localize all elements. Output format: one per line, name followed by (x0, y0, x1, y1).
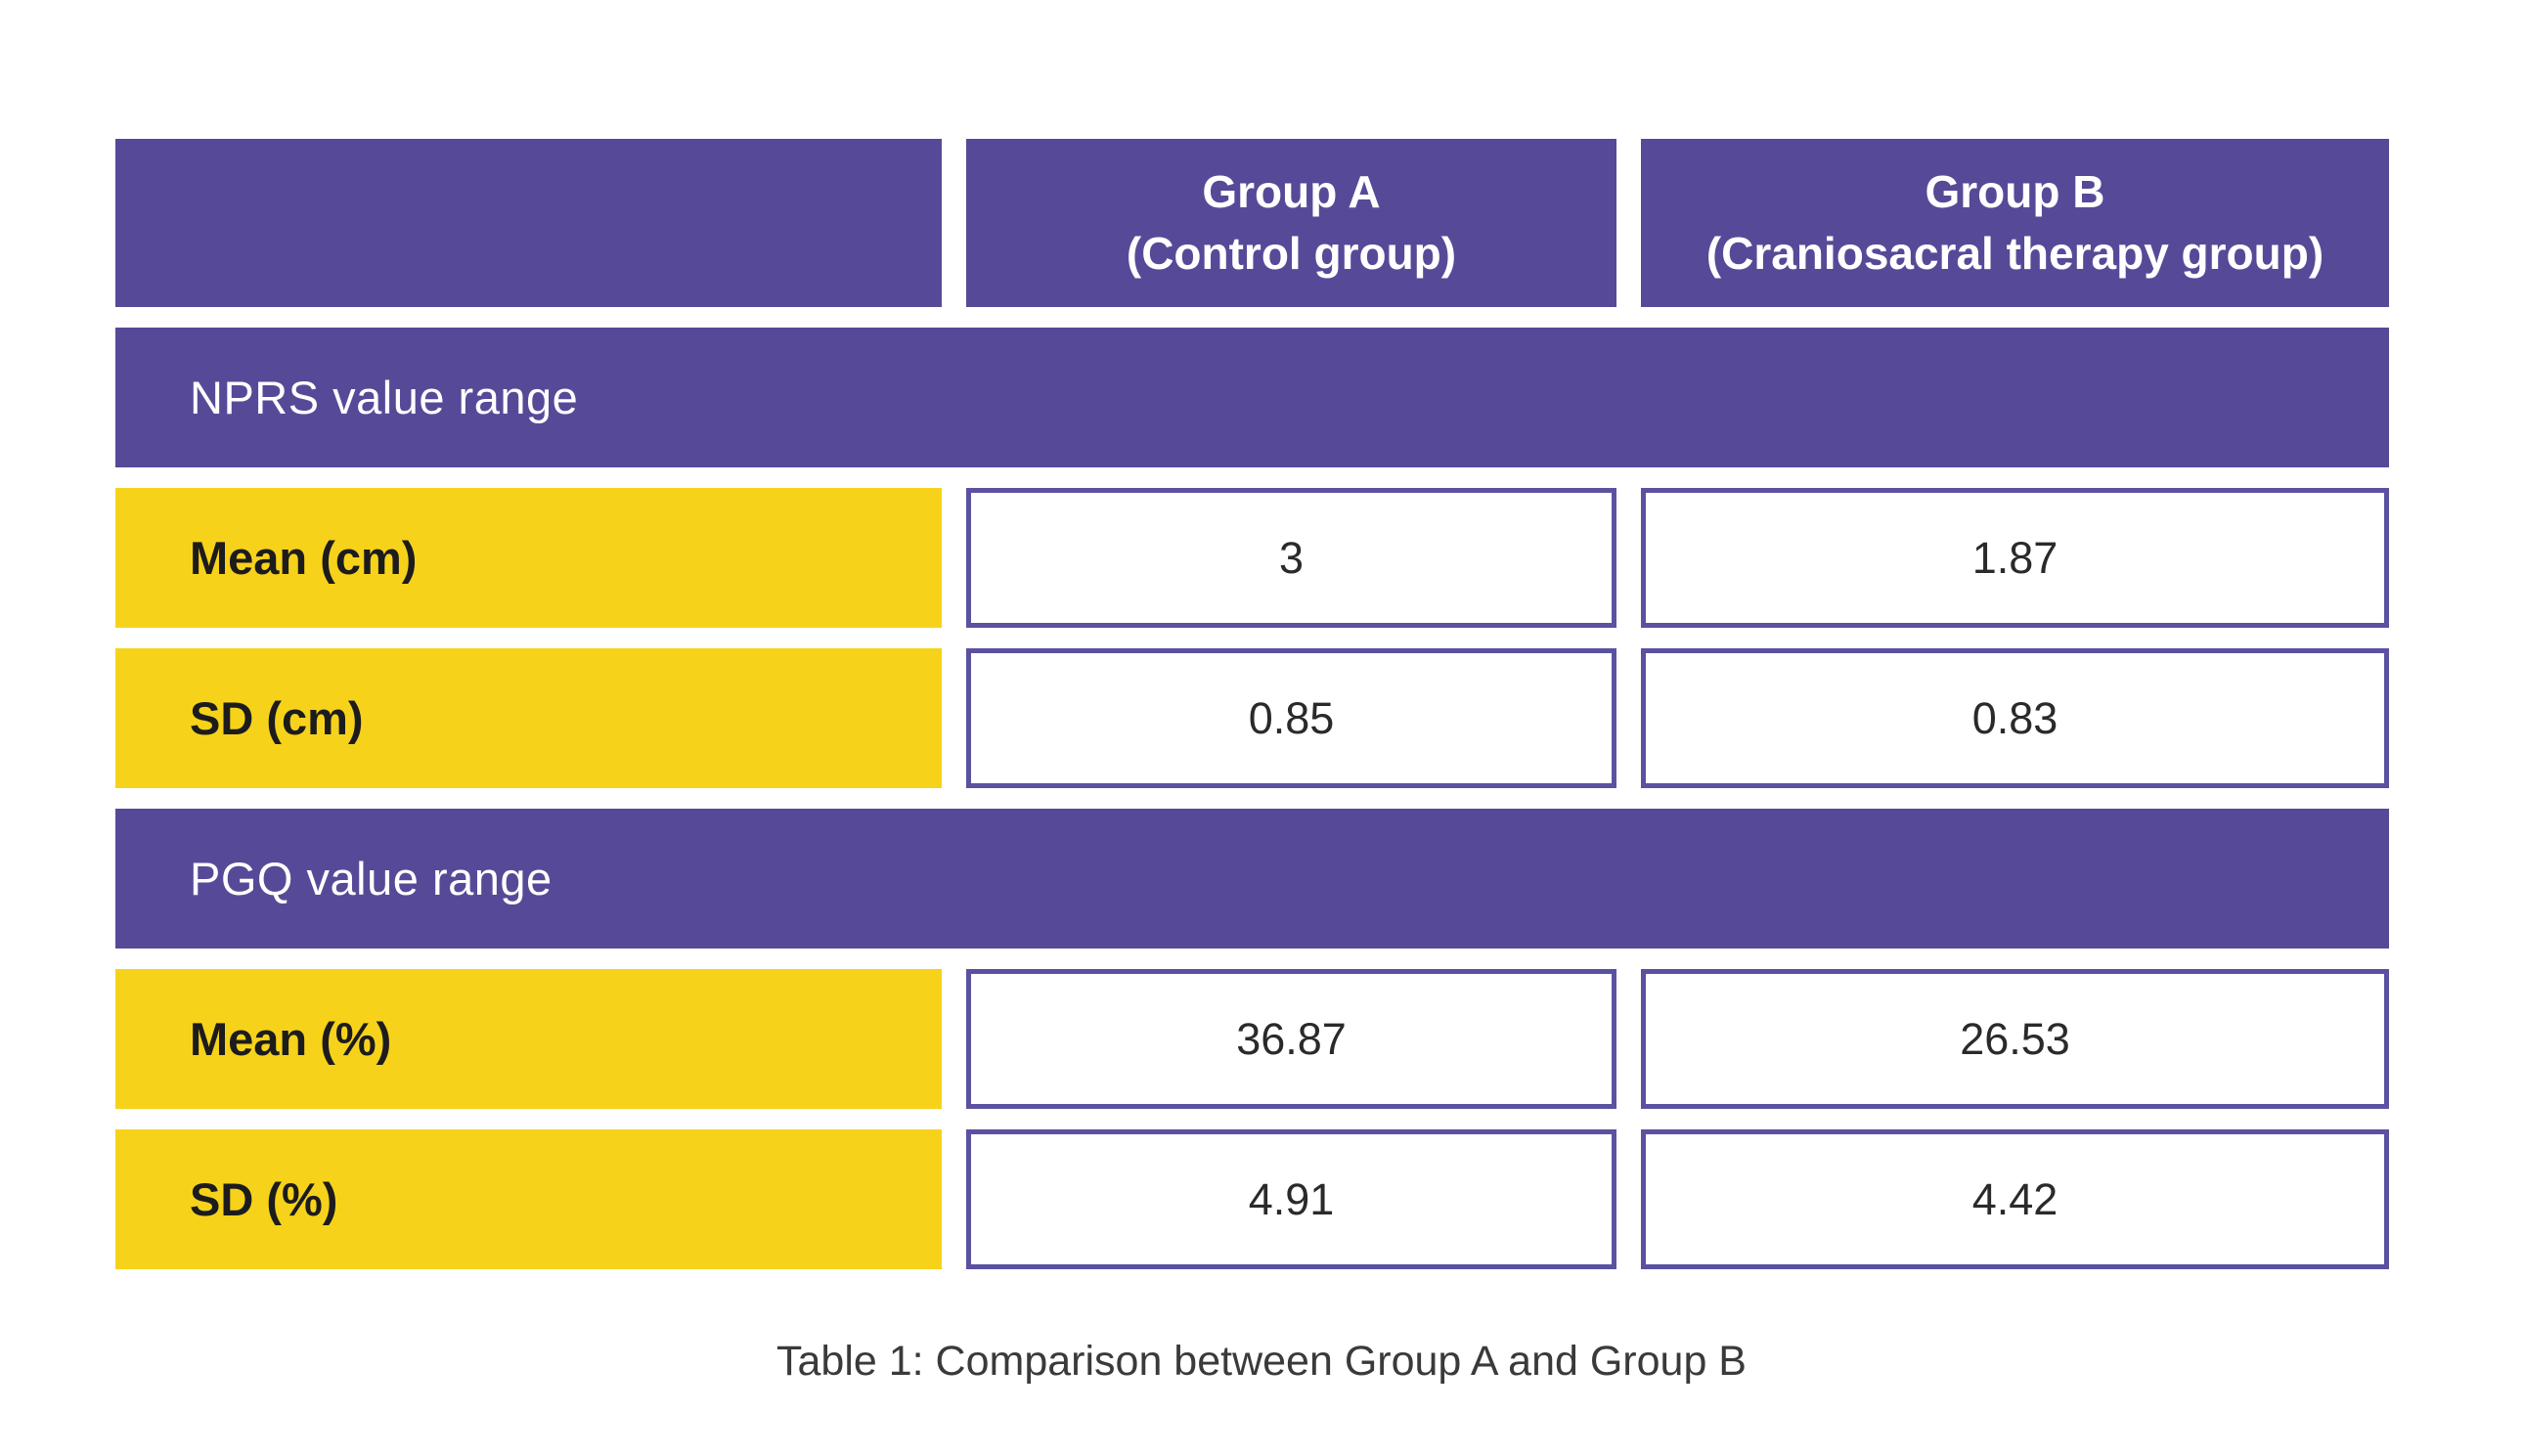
value-text: 36.87 (1236, 1013, 1347, 1064)
row-label-text: SD (cm) (190, 692, 364, 744)
value-text: 3 (1278, 532, 1305, 583)
comparison-table: Group A (Control group) Group B (Cranios… (115, 139, 2389, 1269)
group-a-subtitle: (Control group) (1126, 228, 1457, 279)
section-title: PGQ value range (190, 853, 553, 904)
value-text: 1.87 (1971, 532, 2058, 583)
value-cell-sd-cm-group-a: 0.85 (966, 648, 1616, 788)
value-cell-sd-pct-group-a: 4.91 (966, 1129, 1616, 1269)
value-cell-mean-cm-group-b: 1.87 (1641, 488, 2389, 628)
value-text: 0.85 (1248, 692, 1335, 743)
table-caption: Table 1: Comparison between Group A and … (775, 1338, 1747, 1385)
group-a-title: Group A (1202, 165, 1381, 217)
row-label-text: SD (%) (190, 1173, 338, 1225)
header-cell-group-b: Group B (Craniosacral therapy group) (1641, 139, 2389, 307)
value-text: 4.42 (1971, 1173, 2058, 1224)
value-cell-mean-cm-group-a: 3 (966, 488, 1616, 628)
section-banner-pgq: PGQ value range (115, 809, 2389, 949)
value-cell-mean-pct-group-a: 36.87 (966, 969, 1616, 1109)
header-cell-empty (115, 139, 942, 307)
row-label-text: Mean (cm) (190, 532, 418, 584)
row-label-mean-cm: Mean (cm) (115, 488, 942, 628)
row-label-sd-cm: SD (cm) (115, 648, 942, 788)
value-cell-sd-pct-group-b: 4.42 (1641, 1129, 2389, 1269)
group-b-subtitle: (Craniosacral therapy group) (1705, 228, 2324, 279)
row-label-text: Mean (%) (190, 1013, 392, 1065)
value-text: 0.83 (1971, 692, 2058, 743)
header-cell-group-a: Group A (Control group) (966, 139, 1616, 307)
value-text: 26.53 (1960, 1013, 2070, 1064)
section-title: NPRS value range (190, 372, 579, 423)
row-label-sd-pct: SD (%) (115, 1129, 942, 1269)
value-cell-sd-cm-group-b: 0.83 (1641, 648, 2389, 788)
group-b-title: Group B (1925, 165, 2105, 217)
section-banner-nprs: NPRS value range (115, 328, 2389, 467)
row-label-mean-pct: Mean (%) (115, 969, 942, 1109)
value-cell-mean-pct-group-b: 26.53 (1641, 969, 2389, 1109)
value-text: 4.91 (1248, 1173, 1335, 1224)
